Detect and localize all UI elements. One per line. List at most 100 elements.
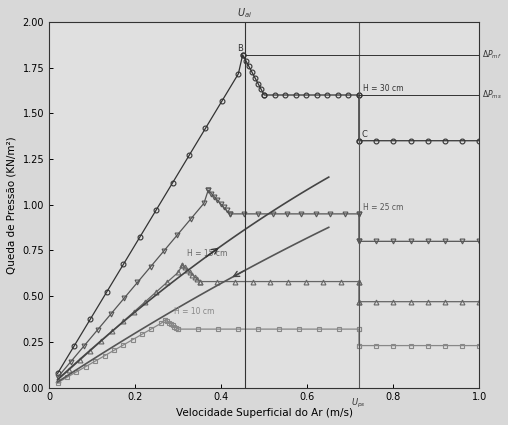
H = 30 cm [282,93,288,98]
H = 15 cm [99,338,105,343]
H = 10 cm [356,326,362,332]
Text: H = 10 cm: H = 10 cm [174,307,214,317]
H = 30 cm [87,316,93,321]
H = 30 cm [425,138,431,143]
Line: H = 25 cm: H = 25 cm [55,188,482,380]
H = 15 cm [153,289,159,295]
H = 10 cm [256,326,262,332]
H = 30 cm [407,138,414,143]
H = 15 cm [356,299,362,304]
H = 10 cm [92,359,98,364]
H = 25 cm [356,239,362,244]
Text: $\Delta P_{mf}$: $\Delta P_{mf}$ [482,48,501,61]
H = 25 cm [459,239,465,244]
H = 15 cm [459,299,465,304]
Text: $U_{ai}$: $U_{ai}$ [237,6,252,20]
H = 10 cm [315,326,322,332]
H = 30 cm [293,93,299,98]
H = 25 cm [54,375,60,380]
H = 30 cm [153,207,159,212]
H = 25 cm [211,194,217,199]
H = 25 cm [94,327,101,332]
H = 30 cm [373,138,379,143]
H = 15 cm [249,279,256,284]
H = 15 cm [87,348,93,353]
H = 15 cm [184,267,190,272]
H = 15 cm [131,309,137,314]
H = 10 cm [215,326,221,332]
H = 10 cm [442,343,448,348]
H = 30 cm [356,138,362,143]
H = 30 cm [335,93,341,98]
H = 10 cm [336,326,342,332]
H = 15 cm [267,279,273,284]
H = 30 cm [249,69,255,74]
H = 30 cm [170,180,176,185]
H = 10 cm [148,326,154,332]
H = 30 cm [71,343,77,348]
H = 15 cm [232,279,238,284]
H = 25 cm [214,198,220,203]
H = 25 cm [390,239,396,244]
H = 10 cm [111,348,117,353]
H = 10 cm [175,326,181,332]
Text: H = 25 cm: H = 25 cm [363,203,403,212]
H = 10 cm [373,343,379,348]
H = 25 cm [284,211,290,216]
H = 10 cm [425,343,431,348]
H = 15 cm [194,277,200,282]
H = 30 cm [356,93,362,98]
H = 15 cm [187,269,193,275]
H = 30 cm [252,75,258,80]
H = 30 cm [314,93,320,98]
H = 25 cm [148,264,154,269]
Text: H = 30 cm: H = 30 cm [363,84,404,94]
H = 25 cm [407,239,414,244]
H = 10 cm [195,326,201,332]
H = 10 cm [166,320,172,325]
H = 30 cm [240,52,246,57]
X-axis label: Velocidade Superficial do Ar (m/s): Velocidade Superficial do Ar (m/s) [176,408,353,418]
H = 30 cm [219,99,225,104]
H = 25 cm [68,359,74,364]
H = 10 cm [54,380,60,385]
H = 15 cm [197,279,203,284]
H = 25 cm [356,211,362,216]
H = 10 cm [162,317,168,323]
H = 15 cm [338,279,344,284]
H = 15 cm [189,272,195,277]
H = 15 cm [285,279,291,284]
H = 15 cm [442,299,448,304]
Text: H = 15 cm: H = 15 cm [187,249,227,258]
H = 25 cm [220,204,227,210]
H = 30 cm [137,235,143,240]
H = 10 cm [356,343,362,348]
H = 15 cm [54,377,60,382]
H = 15 cm [477,299,483,304]
H = 10 cm [390,343,396,348]
H = 30 cm [235,71,241,76]
H = 30 cm [442,138,448,143]
H = 30 cm [477,138,483,143]
H = 25 cm [121,296,127,301]
Line: H = 30 cm: H = 30 cm [55,52,482,376]
H = 25 cm [425,239,431,244]
H = 10 cm [235,326,241,332]
H = 25 cm [227,211,233,216]
H = 30 cm [356,138,362,143]
H = 15 cm [77,358,83,363]
H = 10 cm [64,375,70,380]
H = 30 cm [54,371,60,376]
H = 15 cm [356,279,362,284]
H = 10 cm [477,343,483,348]
H = 10 cm [171,324,177,329]
H = 15 cm [425,299,431,304]
H = 30 cm [104,289,110,294]
H = 30 cm [120,262,126,267]
H = 15 cm [390,299,396,304]
H = 30 cm [356,93,362,98]
H = 30 cm [203,126,209,131]
H = 15 cm [179,263,185,268]
H = 30 cm [246,64,252,69]
H = 25 cm [227,211,233,216]
